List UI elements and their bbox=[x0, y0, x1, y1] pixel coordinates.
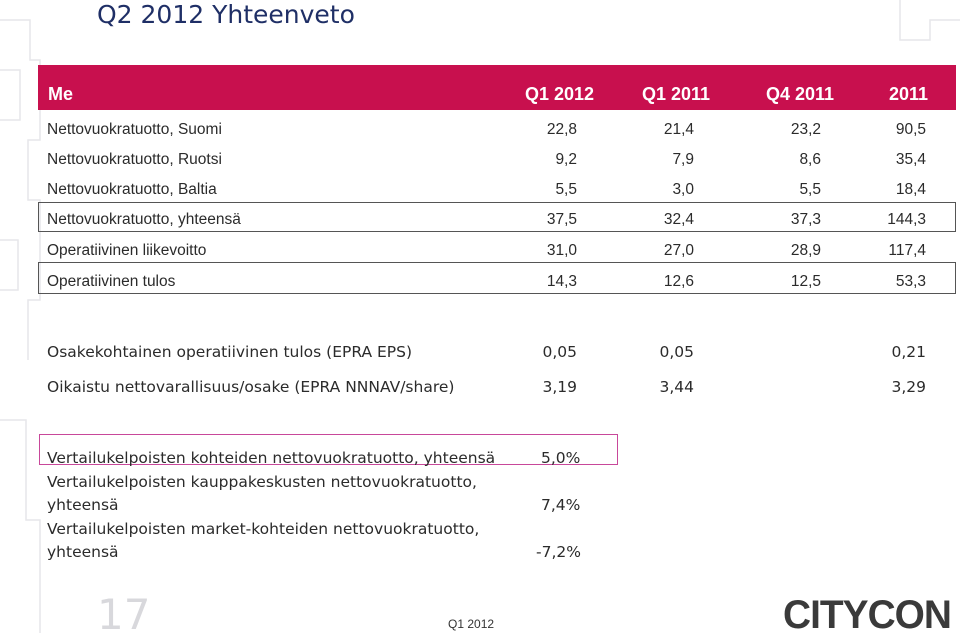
table-row: Operatiivinen tulos 14,3 12,6 12,5 53,3 bbox=[47, 273, 937, 297]
lfl-value: 5,0% bbox=[541, 449, 581, 467]
cell-q1-2011: 32,4 bbox=[663, 211, 694, 228]
row-label: Nettovuokratuotto, Baltia bbox=[47, 181, 217, 198]
cell-q1-2012: 3,19 bbox=[542, 378, 577, 396]
result-row-highlight bbox=[38, 262, 956, 294]
cell-q4-2011: 23,2 bbox=[790, 121, 821, 138]
cell-q4-2011: 37,3 bbox=[790, 211, 821, 228]
table-row: Nettovuokratuotto, Baltia 5,5 3,0 5,5 18… bbox=[47, 181, 937, 205]
row-label: Nettovuokratuotto, yhteensä bbox=[47, 211, 241, 228]
lfl-value: 7,4% bbox=[541, 496, 581, 514]
header-label: Me bbox=[48, 84, 74, 104]
lfl-value: -7,2% bbox=[536, 543, 581, 561]
like-for-like-highlight bbox=[39, 434, 618, 465]
page-number: 17 bbox=[97, 590, 151, 633]
lfl-label: Vertailukelpoisten market-kohteiden nett… bbox=[47, 520, 480, 538]
cell-2011: 0,21 bbox=[891, 343, 926, 361]
cell-q4-2011: 5,5 bbox=[799, 181, 821, 198]
table-row: Operatiivinen liikevoitto 31,0 27,0 28,9… bbox=[47, 242, 937, 266]
header-col-3: Q4 2011 bbox=[766, 84, 835, 104]
total-row-highlight bbox=[38, 202, 956, 232]
cell-2011: 90,5 bbox=[895, 121, 926, 138]
row-label: Operatiivinen tulos bbox=[47, 273, 176, 290]
row-label: Oikaistu nettovarallisuus/osake (EPRA NN… bbox=[47, 378, 455, 396]
cell-q1-2012: 0,05 bbox=[542, 343, 577, 361]
cell-q1-2012: 22,8 bbox=[546, 121, 577, 138]
cell-q1-2012: 14,3 bbox=[546, 273, 577, 290]
cell-2011: 144,3 bbox=[887, 211, 926, 228]
cell-2011: 35,4 bbox=[895, 151, 926, 168]
cell-q1-2012: 5,5 bbox=[555, 181, 577, 198]
cell-q1-2012: 31,0 bbox=[546, 242, 577, 259]
header-col-1: Q1 2012 bbox=[525, 84, 595, 104]
cell-2011: 18,4 bbox=[895, 181, 926, 198]
cell-q1-2011: 3,0 bbox=[672, 181, 694, 198]
footer-period: Q1 2012 bbox=[448, 617, 495, 631]
lfl-label: Vertailukelpoisten kohteiden nettovuokra… bbox=[47, 449, 496, 467]
svg-text:CITYCON: CITYCON bbox=[783, 593, 951, 632]
cell-q4-2011: 12,5 bbox=[790, 273, 821, 290]
cell-2011: 53,3 bbox=[895, 273, 926, 290]
cell-2011: 117,4 bbox=[888, 242, 926, 259]
cell-q1-2011: 21,4 bbox=[663, 121, 694, 138]
header-col-2: Q1 2011 bbox=[642, 84, 711, 104]
page-title: Q2 2012 Yhteenveto bbox=[97, 0, 355, 29]
cell-q4-2011: 28,9 bbox=[790, 242, 821, 259]
cell-q1-2011: 7,9 bbox=[672, 151, 694, 168]
table-header: Me Q1 2012 Q1 2011 Q4 2011 2011 bbox=[38, 65, 956, 110]
cell-2011: 3,29 bbox=[891, 378, 926, 396]
table-row: Nettovuokratuotto, Suomi 22,8 21,4 23,2 … bbox=[47, 121, 937, 145]
cell-q1-2011: 3,44 bbox=[659, 378, 694, 396]
cell-q1-2011: 27,0 bbox=[663, 242, 694, 259]
list-item: Vertailukelpoisten kohteiden nettovuokra… bbox=[47, 449, 495, 467]
cell-q1-2012: 9,2 bbox=[555, 151, 577, 168]
table-row: Nettovuokratuotto, yhteensä 37,5 32,4 37… bbox=[47, 211, 937, 235]
citycon-logo: CITYCON bbox=[783, 593, 952, 632]
header-col-4: 2011 bbox=[889, 84, 929, 104]
cell-q1-2011: 0,05 bbox=[659, 343, 694, 361]
lfl-label-cont: yhteensä bbox=[47, 543, 119, 561]
table-row: Oikaistu nettovarallisuus/osake (EPRA NN… bbox=[47, 378, 937, 402]
row-label: Osakekohtainen operatiivinen tulos (EPRA… bbox=[47, 343, 413, 361]
row-label: Nettovuokratuotto, Ruotsi bbox=[47, 151, 222, 168]
table-row: Osakekohtainen operatiivinen tulos (EPRA… bbox=[47, 343, 937, 367]
row-label: Operatiivinen liikevoitto bbox=[47, 242, 207, 259]
lfl-label: Vertailukelpoisten kauppakeskusten netto… bbox=[47, 473, 477, 491]
lfl-label-cont: yhteensä bbox=[47, 496, 119, 514]
row-label: Nettovuokratuotto, Suomi bbox=[47, 121, 222, 138]
table-row: Nettovuokratuotto, Ruotsi 9,2 7,9 8,6 35… bbox=[47, 151, 937, 175]
cell-q1-2012: 37,5 bbox=[546, 211, 577, 228]
cell-q4-2011: 8,6 bbox=[799, 151, 821, 168]
cell-q1-2011: 12,6 bbox=[663, 273, 694, 290]
